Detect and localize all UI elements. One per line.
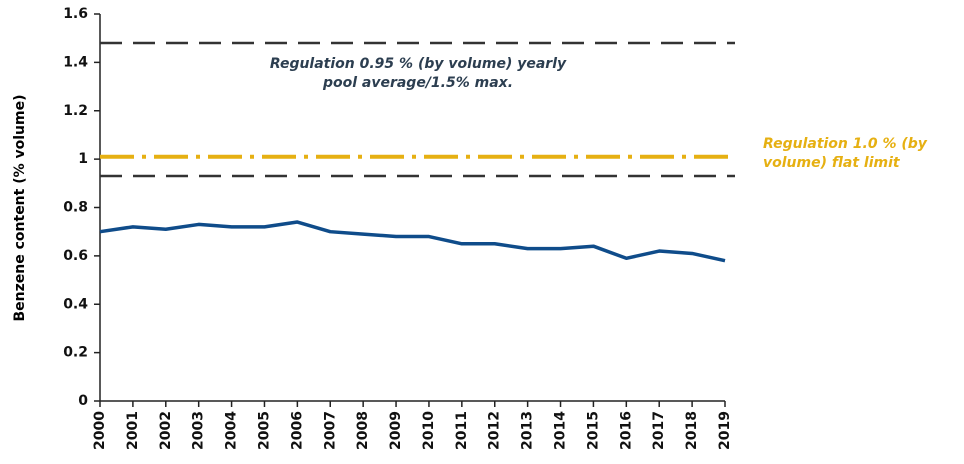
y-tick-label: 0.2	[63, 345, 88, 361]
x-tick-label: 2014	[553, 411, 569, 450]
x-tick-label: 2009	[388, 411, 404, 450]
x-tick-label: 2003	[191, 411, 207, 450]
x-tick-label: 2016	[618, 411, 634, 450]
annotation: Regulation 1.0 % (by	[763, 136, 928, 152]
y-tick-label: 0.8	[63, 200, 88, 216]
annotation: volume) flat limit	[763, 155, 901, 171]
x-tick-label: 2010	[421, 411, 437, 450]
x-tick-label: 2005	[256, 411, 272, 450]
x-tick-label: 2018	[684, 411, 700, 450]
x-tick-label: 2011	[454, 411, 470, 450]
x-tick-label: 2006	[289, 411, 305, 450]
y-tick-label: 0.4	[63, 296, 88, 312]
y-tick-label: 1.6	[63, 6, 88, 22]
x-tick-label: 2015	[585, 411, 601, 450]
x-tick-label: 2002	[158, 411, 174, 450]
annotation: Regulation 0.95 % (by volume) yearly	[270, 56, 567, 72]
x-tick-label: 2012	[487, 411, 503, 450]
y-tick-label: 0.6	[63, 248, 88, 264]
x-tick-label: 2008	[355, 411, 371, 450]
x-tick-label: 2013	[520, 411, 536, 450]
y-tick-label: 1.4	[63, 54, 88, 70]
x-tick-label: 2017	[651, 411, 667, 450]
x-tick-label: 2019	[717, 411, 733, 450]
data-line	[99, 220, 726, 263]
y-tick-label: 1.2	[63, 103, 88, 119]
x-tick-label: 2000	[92, 411, 108, 450]
annotation: pool average/1.5% max.	[322, 75, 513, 91]
y-tick-label: 0	[78, 393, 88, 409]
y-tick-label: 1	[78, 151, 88, 167]
x-tick-label: 2004	[224, 411, 240, 450]
x-tick-label: 2001	[125, 411, 141, 450]
y-axis-label: Benzene content (% volume)	[12, 94, 28, 321]
x-tick-label: 2007	[322, 411, 338, 450]
